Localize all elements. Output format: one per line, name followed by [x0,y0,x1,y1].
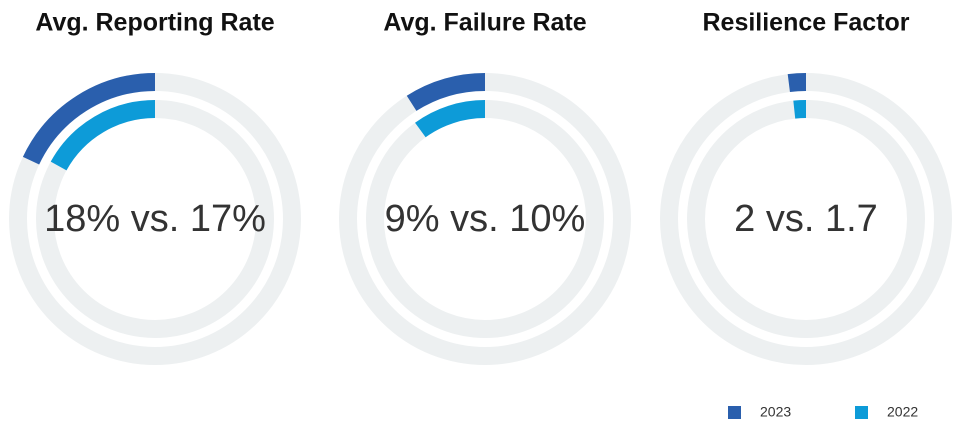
ring-arc [415,100,486,138]
legend-swatch [855,406,868,419]
ring-arc [787,73,807,93]
legend-label: 2022 [887,404,918,420]
center-label: 2 vs. 1.7 [734,198,878,240]
chart-title: Avg. Failure Rate [383,9,586,37]
ring-arc [50,100,156,171]
ring-arc [406,73,486,112]
chart-title: Resilience Factor [702,9,909,37]
ring-arc [793,100,807,119]
chart-title: Avg. Reporting Rate [35,9,274,37]
ring-arc [22,73,156,165]
legend-swatch [728,406,741,419]
center-label: 18% vs. 17% [44,198,266,240]
legend-label: 2023 [760,404,791,420]
center-label: 9% vs. 10% [385,198,586,240]
